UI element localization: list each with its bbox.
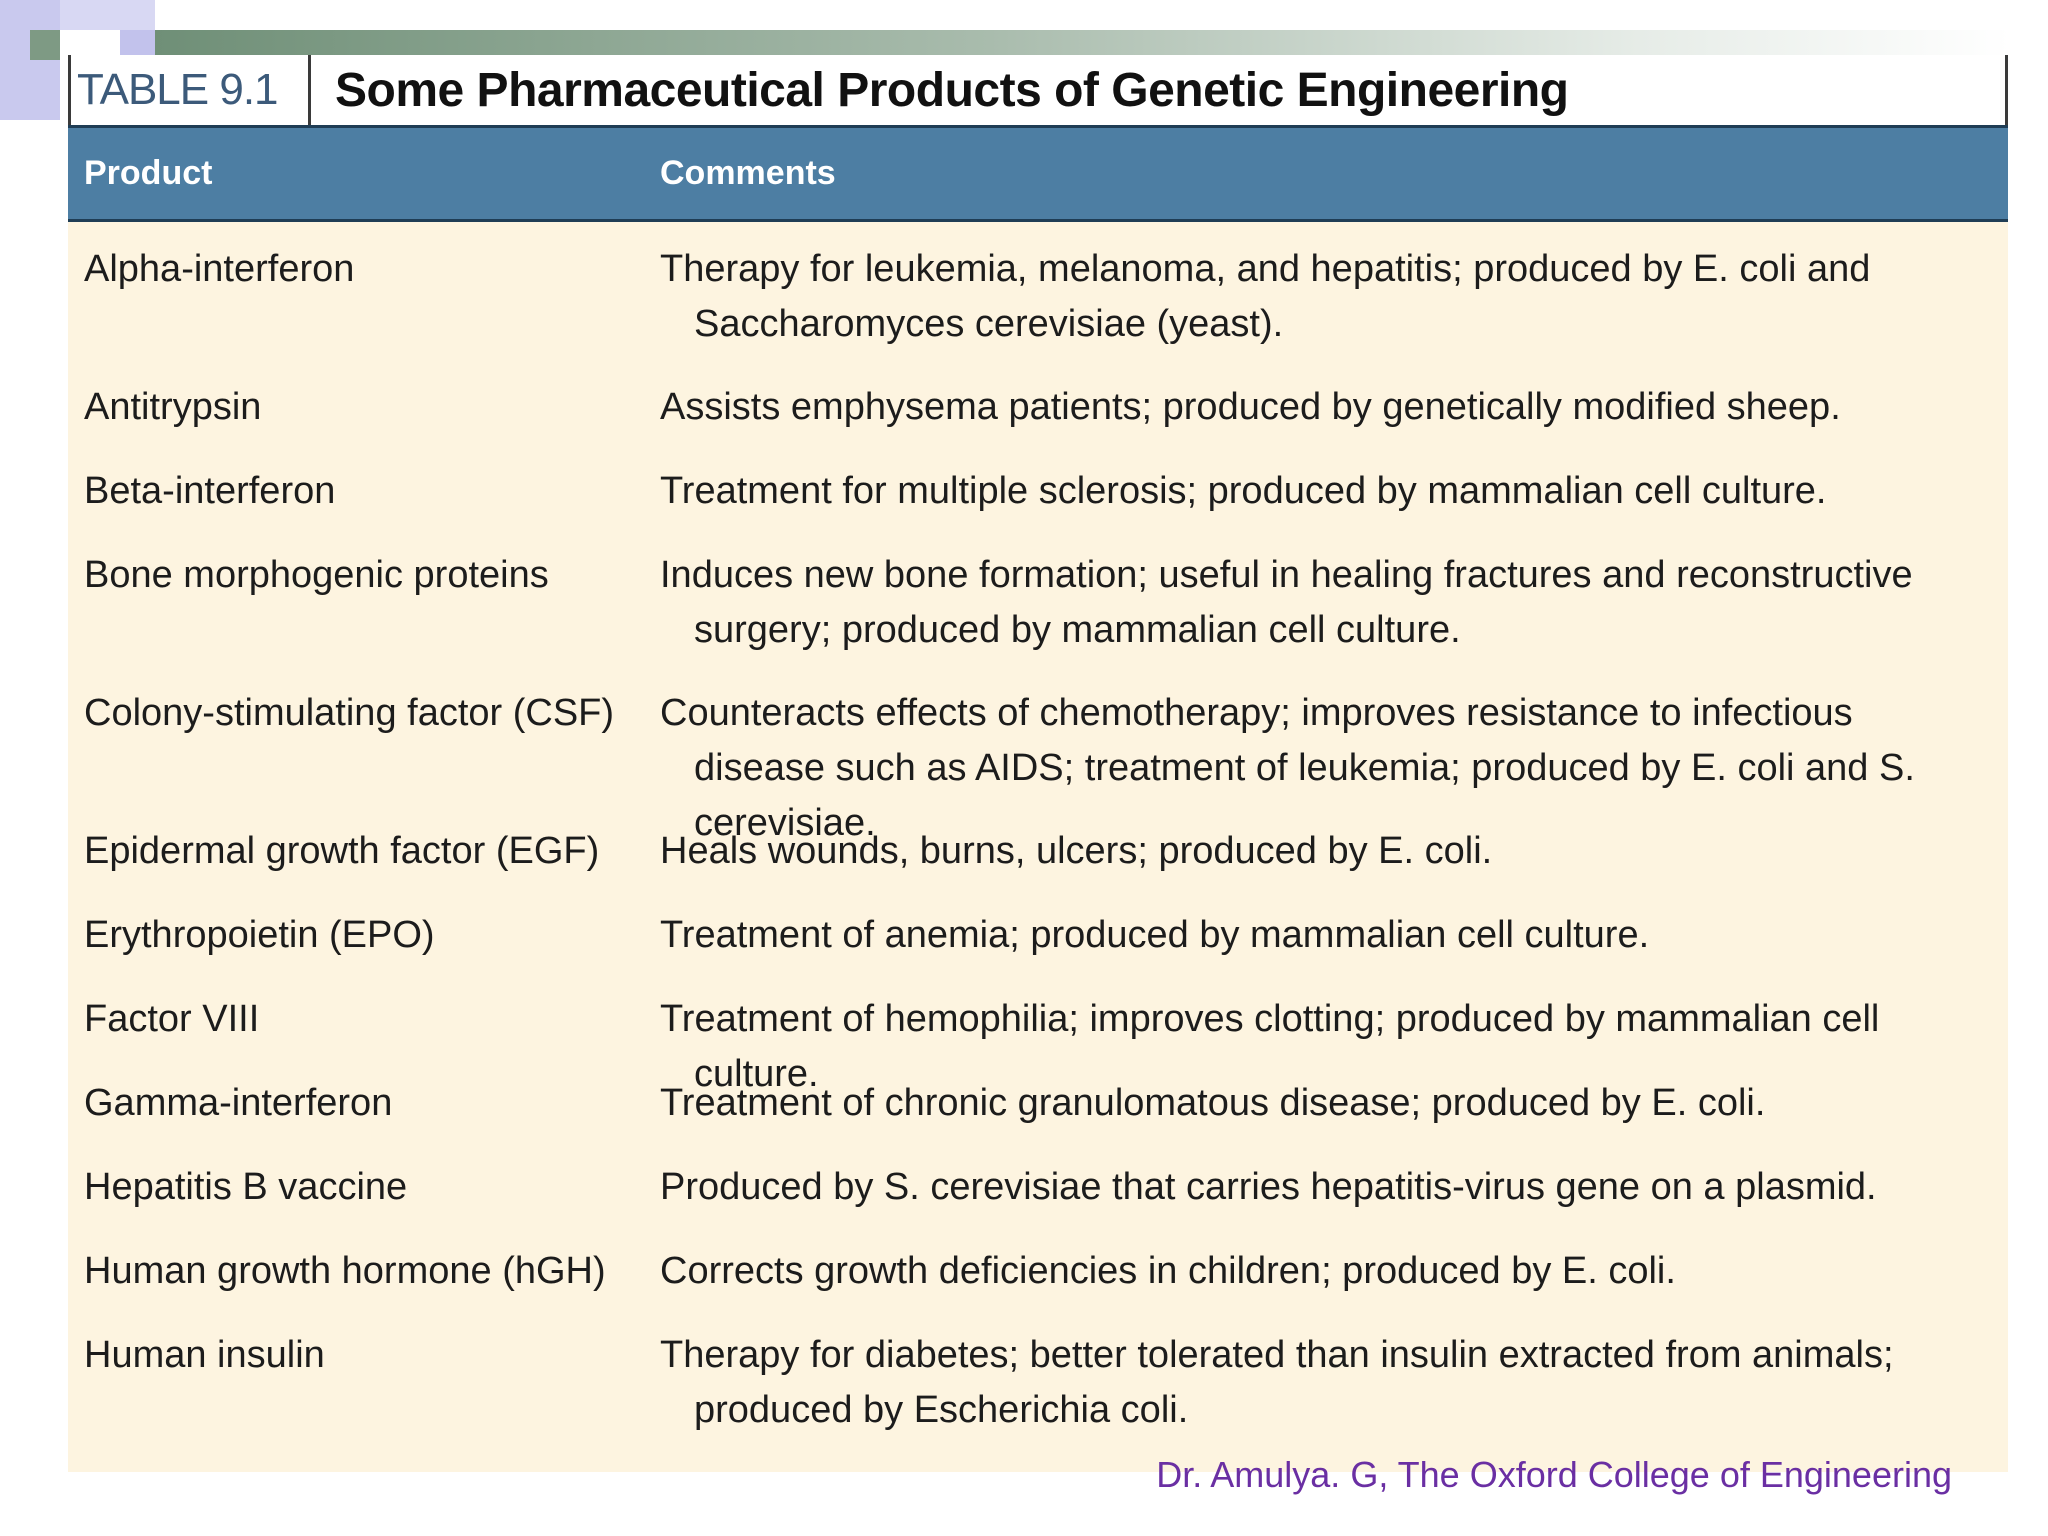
table-row: Hepatitis B vaccine Produced by S. cerev…: [68, 1160, 2008, 1244]
table-row: Human growth hormone (hGH) Corrects grow…: [68, 1244, 2008, 1328]
author-credit: Dr. Amulya. G, The Oxford College of Eng…: [1156, 1454, 1952, 1495]
comments-cell: Treatment for multiple sclerosis; produc…: [660, 470, 1827, 512]
comments-cell: Therapy for leukemia, melanoma, and hepa…: [660, 248, 1871, 345]
corner-decoration: [120, 30, 155, 55]
table-row: Colony-stimulating factor (CSF) Countera…: [68, 686, 2008, 844]
corner-decoration: [60, 0, 155, 30]
comments-cell: Treatment of hemophilia; improves clotti…: [660, 998, 1880, 1095]
column-header-comments: Comments: [660, 154, 836, 192]
product-cell: Gamma-interferon: [84, 1082, 393, 1124]
table-row: Erythropoietin (EPO) Treatment of anemia…: [68, 908, 2008, 992]
comments-cell: Treatment of chronic granulomatous disea…: [660, 1082, 1766, 1124]
table-row: Alpha-interferon Therapy for leukemia, m…: [68, 242, 2008, 380]
table-row: Factor VIII Treatment of hemophilia; imp…: [68, 992, 2008, 1095]
product-cell: Alpha-interferon: [84, 248, 355, 290]
comments-cell: Counteracts effects of chemotherapy; imp…: [660, 692, 1915, 844]
product-cell: Bone morphogenic proteins: [84, 554, 549, 596]
pharma-table: TABLE 9.1 Some Pharmaceutical Products o…: [68, 55, 2008, 1472]
table-row: Bone morphogenic proteins Induces new bo…: [68, 548, 2008, 686]
table-row: Beta-interferon Treatment for multiple s…: [68, 464, 2008, 548]
comments-cell: Heals wounds, burns, ulcers; produced by…: [660, 830, 1493, 872]
table-title-row: TABLE 9.1 Some Pharmaceutical Products o…: [68, 55, 2008, 125]
product-cell: Human growth hormone (hGH): [84, 1250, 606, 1292]
table-title: Some Pharmaceutical Products of Genetic …: [335, 63, 1569, 117]
table-row: Epidermal growth factor (EGF) Heals woun…: [68, 824, 2008, 908]
product-cell: Beta-interferon: [84, 470, 336, 512]
product-cell: Human insulin: [84, 1334, 325, 1376]
product-cell: Hepatitis B vaccine: [84, 1166, 408, 1208]
comments-cell: Treatment of anemia; produced by mammali…: [660, 914, 1650, 956]
product-cell: Antitrypsin: [84, 386, 262, 428]
table-body: Alpha-interferon Therapy for leukemia, m…: [68, 222, 2008, 1472]
comments-cell: Therapy for diabetes; better tolerated t…: [660, 1334, 1894, 1431]
column-header-product: Product: [84, 154, 213, 192]
table-row: Gamma-interferon Treatment of chronic gr…: [68, 1076, 2008, 1160]
table-row: Antitrypsin Assists emphysema patients; …: [68, 380, 2008, 464]
corner-decoration: [0, 0, 60, 120]
product-cell: Epidermal growth factor (EGF): [84, 830, 600, 872]
comments-cell: Assists emphysema patients; produced by …: [660, 386, 1841, 428]
corner-decoration: [30, 30, 60, 60]
product-cell: Erythropoietin (EPO): [84, 914, 435, 956]
table-label: TABLE 9.1: [71, 55, 311, 125]
table-row: Human insulin Therapy for diabetes; bett…: [68, 1328, 2008, 1466]
comments-cell: Induces new bone formation; useful in he…: [660, 554, 1913, 651]
product-cell: Factor VIII: [84, 998, 260, 1040]
table-header-row: Product Comments: [68, 125, 2008, 222]
product-cell: Colony-stimulating factor (CSF): [84, 692, 615, 734]
top-gradient-bar: [155, 30, 2010, 55]
comments-cell: Produced by S. cerevisiae that carries h…: [660, 1166, 1877, 1208]
comments-cell: Corrects growth deficiencies in children…: [660, 1250, 1676, 1292]
